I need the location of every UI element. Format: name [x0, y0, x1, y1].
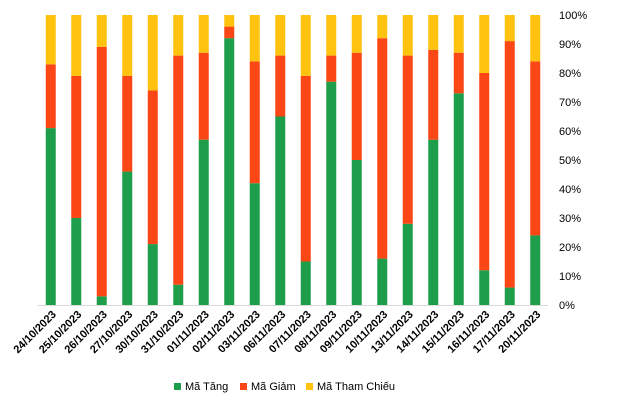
bar-segment-2-3 — [122, 15, 133, 76]
bar-segment-0-6 — [198, 139, 209, 305]
bar-segment-2-2 — [96, 15, 107, 47]
legend-label-0: Mã Tăng — [185, 381, 228, 393]
x-axis-ticks: 24/10/202325/10/202326/10/202327/10/2023… — [11, 309, 543, 356]
bar-segment-0-19 — [530, 235, 541, 305]
bar-segment-0-5 — [173, 284, 184, 305]
bar-segment-1-17 — [479, 73, 490, 271]
bar-segment-2-8 — [249, 15, 260, 62]
legend: Mã Tăng Mã Giảm Mã Tham Chiếu — [174, 381, 395, 393]
bar-segment-2-4 — [147, 15, 158, 91]
bar-segment-0-13 — [377, 258, 388, 305]
bar-segment-2-7 — [224, 15, 235, 27]
bar-segment-0-14 — [402, 223, 413, 305]
legend-swatch-2 — [306, 383, 313, 390]
bar-segment-2-5 — [173, 15, 184, 56]
bar-segment-2-12 — [351, 15, 362, 53]
bar-segment-1-4 — [147, 90, 158, 245]
bar-segment-0-16 — [453, 93, 464, 305]
bar-segment-2-13 — [377, 15, 388, 39]
bar-segment-1-0 — [45, 64, 56, 129]
bar-segment-1-18 — [504, 41, 515, 288]
bars-group — [45, 15, 541, 305]
bar-segment-2-18 — [504, 15, 515, 42]
legend-swatch-0 — [174, 383, 181, 390]
y-tick-label: 10% — [559, 271, 581, 283]
y-tick-label: 90% — [559, 39, 581, 51]
bar-segment-1-1 — [71, 75, 82, 219]
y-tick-label: 80% — [559, 68, 581, 80]
y-axis-ticks: 0% 10% 20% 30% 40% 50% 60% 70% 80% 90% 100% — [559, 10, 587, 312]
bar-segment-2-16 — [453, 15, 464, 53]
bar-segment-1-19 — [530, 61, 541, 236]
bar-segment-1-7 — [224, 26, 235, 39]
y-tick-label: 20% — [559, 242, 581, 254]
bar-segment-2-11 — [326, 15, 337, 56]
bar-segment-1-2 — [96, 46, 107, 297]
bar-segment-1-16 — [453, 52, 464, 94]
bar-segment-1-14 — [402, 55, 413, 224]
bar-segment-0-10 — [300, 261, 311, 305]
bar-segment-1-5 — [173, 55, 184, 285]
bar-segment-0-4 — [147, 244, 158, 305]
bar-segment-1-11 — [326, 55, 337, 82]
bar-segment-0-9 — [275, 116, 286, 305]
bar-segment-2-1 — [71, 15, 82, 76]
y-tick-label: 40% — [559, 184, 581, 196]
bar-segment-2-9 — [275, 15, 286, 56]
bar-segment-0-2 — [96, 296, 107, 305]
bar-segment-2-10 — [300, 15, 311, 76]
bar-segment-0-8 — [249, 183, 260, 305]
y-tick-label: 30% — [559, 213, 581, 225]
bar-segment-0-3 — [122, 171, 133, 305]
bar-segment-2-14 — [402, 15, 413, 56]
y-tick-label: 0% — [559, 300, 575, 312]
bar-segment-2-6 — [198, 15, 209, 53]
legend-swatch-1 — [240, 383, 247, 390]
bar-segment-0-12 — [351, 160, 362, 305]
bar-segment-0-11 — [326, 81, 337, 305]
bar-segment-2-19 — [530, 15, 541, 62]
bar-segment-1-13 — [377, 38, 388, 259]
bar-segment-0-15 — [428, 139, 439, 305]
bar-segment-1-6 — [198, 52, 209, 140]
legend-label-2: Mã Tham Chiếu — [317, 381, 395, 393]
bar-segment-1-9 — [275, 55, 286, 117]
bar-segment-0-7 — [224, 38, 235, 305]
bar-segment-0-0 — [45, 128, 56, 305]
bar-segment-2-0 — [45, 15, 56, 65]
bar-segment-0-1 — [71, 218, 82, 305]
bar-segment-1-8 — [249, 61, 260, 184]
y-tick-label: 100% — [559, 10, 587, 22]
legend-label-1: Mã Giảm — [251, 381, 296, 393]
bar-segment-1-15 — [428, 49, 439, 140]
bar-segment-2-17 — [479, 15, 490, 73]
y-tick-label: 60% — [559, 126, 581, 138]
y-tick-label: 70% — [559, 97, 581, 109]
bar-segment-1-3 — [122, 75, 133, 172]
bar-segment-2-15 — [428, 15, 439, 50]
bar-segment-0-17 — [479, 270, 490, 305]
bar-segment-0-18 — [504, 287, 515, 305]
y-tick-label: 50% — [559, 155, 581, 167]
bar-segment-1-12 — [351, 52, 362, 161]
bar-segment-1-10 — [300, 75, 311, 262]
